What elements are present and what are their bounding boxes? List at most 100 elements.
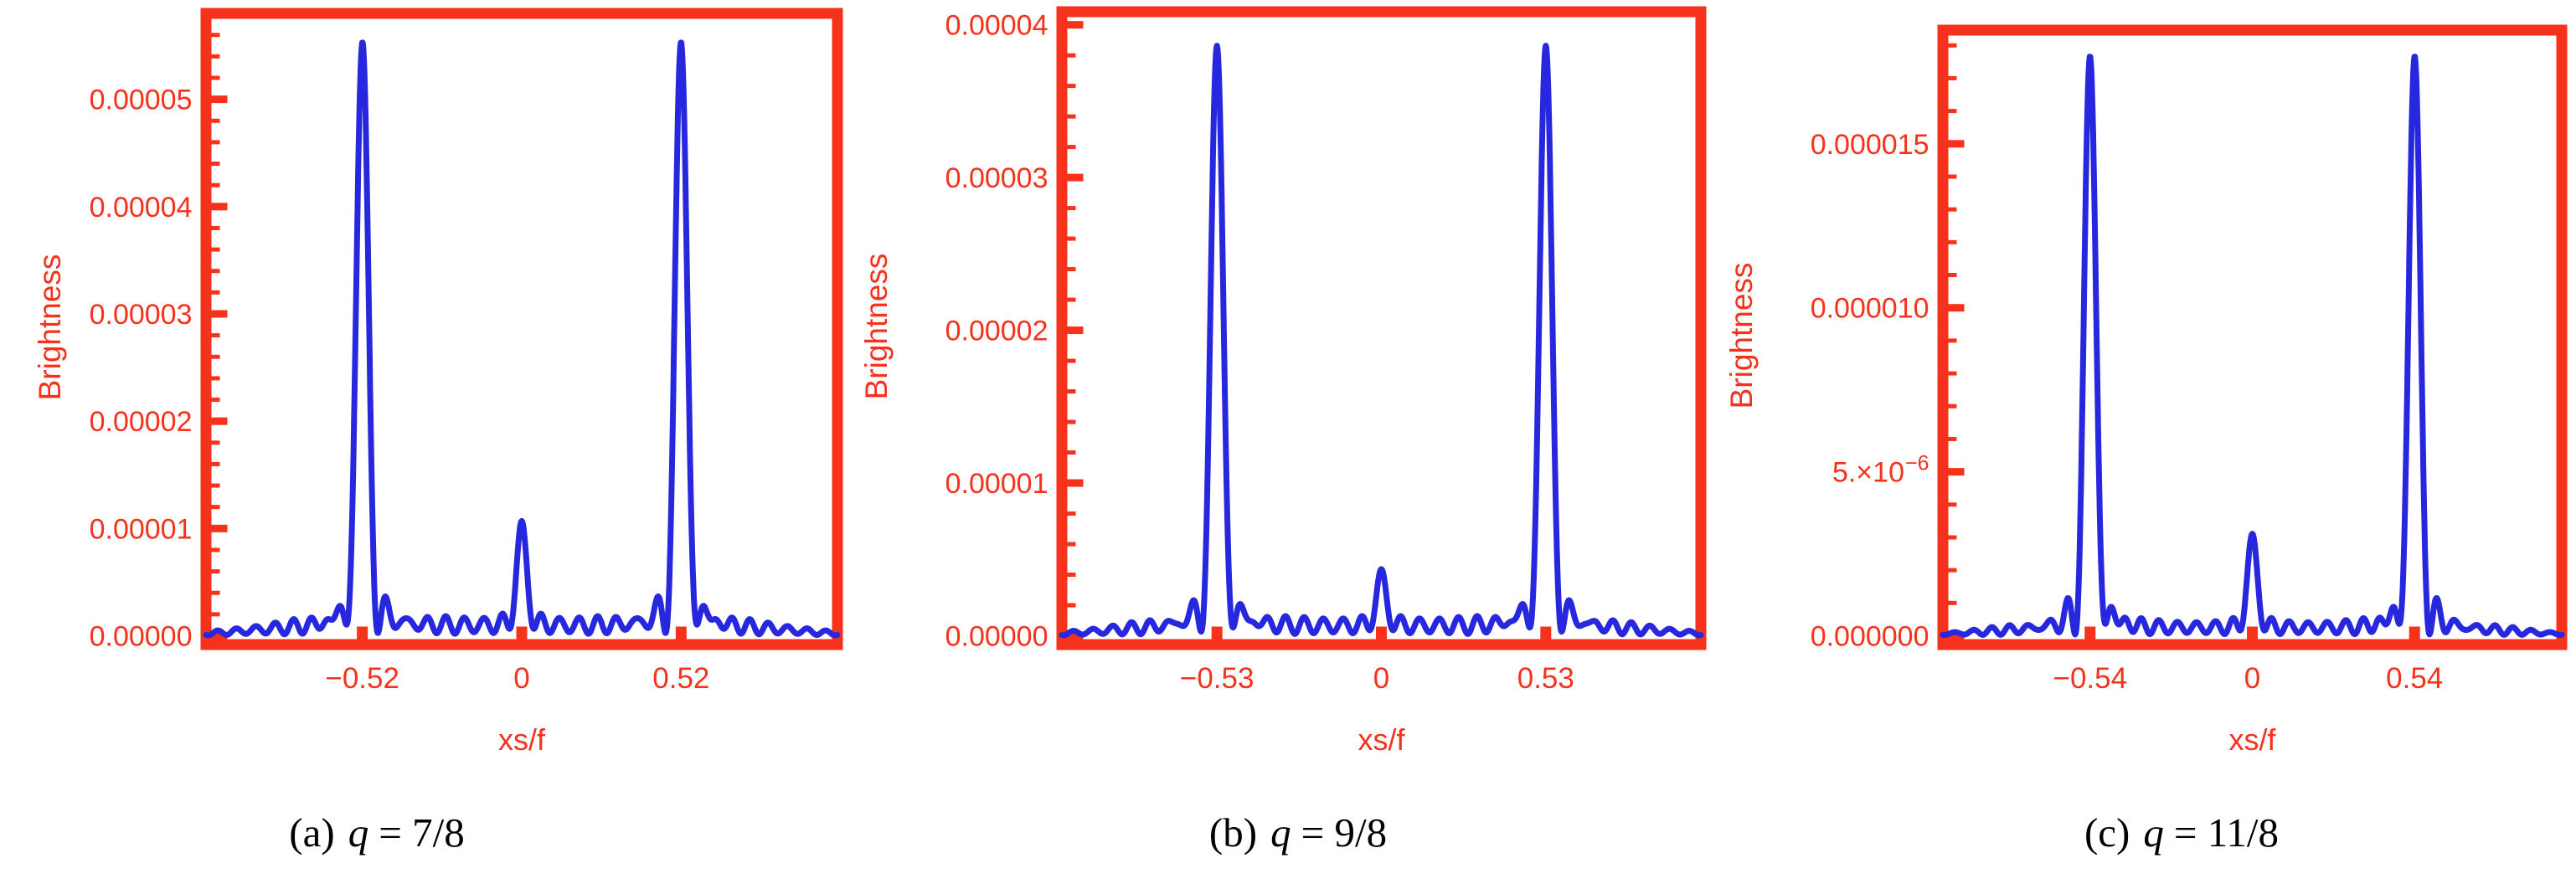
y-major-tick xyxy=(211,524,228,532)
y-tick-label: 0.000000 xyxy=(1811,621,1929,653)
y-minor-tick xyxy=(211,290,220,295)
panel-b: 0.00000 0.00001 0.00002 0.00003 0.00004 −0.53… xyxy=(858,0,1718,889)
panel-c: 0.000000 5.×10−6 0.000010 0.000015 −0.54 0 0.5… xyxy=(1718,0,2576,889)
y-minor-tick xyxy=(1948,535,1957,540)
y-minor-tick xyxy=(1948,600,1957,605)
y-minor-tick xyxy=(1067,267,1076,272)
y-tick-label: 0.00000 xyxy=(90,621,193,653)
y-tick-label: 0.00003 xyxy=(90,299,193,331)
y-minor-tick xyxy=(211,398,220,403)
y-tick-label: 0.00004 xyxy=(90,192,193,224)
y-minor-tick xyxy=(1067,389,1076,394)
y-minor-tick xyxy=(1948,371,1957,376)
y-minor-tick xyxy=(211,75,220,80)
y-minor-tick xyxy=(1948,239,1957,244)
x-axis-label: xs/f xyxy=(1358,722,1405,757)
y-minor-tick xyxy=(211,461,220,466)
y-minor-tick xyxy=(211,483,220,488)
y-minor-tick xyxy=(1067,542,1076,547)
y-major-tick xyxy=(1067,326,1084,335)
y-minor-tick xyxy=(1948,43,1957,48)
y-axis-label: Brightness xyxy=(1724,263,1759,409)
plot-frame xyxy=(1056,6,1707,650)
y-minor-tick xyxy=(211,247,220,252)
y-minor-tick xyxy=(211,569,220,574)
y-minor-tick xyxy=(1067,206,1076,211)
y-tick-label: 0.00003 xyxy=(945,162,1048,194)
y-minor-tick xyxy=(1067,84,1076,89)
y-minor-tick xyxy=(211,547,220,552)
y-tick-label: 0.00001 xyxy=(90,513,193,545)
caption-a-value: = 7/8 xyxy=(379,809,465,856)
x-tick-label: 0 xyxy=(1373,662,1389,695)
y-minor-tick xyxy=(211,162,220,167)
y-axis-label: Brightness xyxy=(859,254,894,400)
y-major-tick xyxy=(211,203,228,211)
y-tick-label: 0.00000 xyxy=(945,621,1048,653)
caption-b: (b) q = 9/8 xyxy=(1209,809,1387,856)
x-tick-label: 0 xyxy=(2244,662,2260,695)
y-minor-tick xyxy=(1948,75,1957,80)
caption-c-value: = 11/8 xyxy=(2173,809,2280,856)
y-major-tick xyxy=(211,95,228,104)
x-tick xyxy=(2409,626,2420,640)
y-minor-tick xyxy=(1948,109,1957,114)
y-minor-tick xyxy=(1067,419,1076,424)
y-tick-label: 0.00002 xyxy=(945,316,1048,347)
y-tick-label: 0.00005 xyxy=(90,85,193,116)
y-minor-tick xyxy=(1067,114,1076,119)
y-tick-label: 0.00004 xyxy=(945,10,1048,42)
x-tick-label: 0.54 xyxy=(2386,662,2443,695)
y-minor-tick xyxy=(1067,573,1076,578)
y-minor-tick xyxy=(1948,502,1957,507)
x-tick xyxy=(1376,626,1387,640)
y-major-tick xyxy=(211,632,228,640)
y-minor-tick xyxy=(1948,338,1957,343)
y-minor-tick xyxy=(1067,450,1076,455)
y-minor-tick xyxy=(211,118,220,123)
y-tick-label: 5.×10−6 xyxy=(1832,452,1929,489)
y-minor-tick xyxy=(211,269,220,274)
caption-a: (a) q = 7/8 xyxy=(289,809,464,856)
y-major-tick xyxy=(1948,468,1965,476)
y-minor-tick xyxy=(211,54,220,59)
y-major-tick xyxy=(1948,140,1965,148)
caption-c-variable: q xyxy=(2143,809,2164,856)
caption-a-variable: q xyxy=(348,809,369,856)
y-minor-tick xyxy=(211,590,220,595)
x-tick xyxy=(2084,626,2096,640)
y-minor-tick xyxy=(1948,207,1957,212)
x-tick xyxy=(2247,626,2258,640)
y-minor-tick xyxy=(1948,273,1957,278)
y-major-tick xyxy=(211,417,228,425)
x-tick-label: −0.54 xyxy=(2053,662,2128,695)
y-minor-tick xyxy=(211,440,220,445)
caption-b-variable: q xyxy=(1270,809,1291,856)
x-tick xyxy=(1211,626,1223,640)
y-major-tick xyxy=(211,310,228,318)
panel-a: 0.00000 0.00001 0.00002 0.00003 0.00004 0.000… xyxy=(0,0,859,889)
y-tick-label: 0.00001 xyxy=(945,468,1048,500)
y-minor-tick xyxy=(211,333,220,338)
y-minor-tick xyxy=(211,33,220,38)
y-minor-tick xyxy=(1948,436,1957,441)
y-minor-tick xyxy=(1067,297,1076,302)
y-minor-tick xyxy=(1067,358,1076,363)
caption-c: (c) q = 11/8 xyxy=(2084,809,2279,856)
brightness-curve xyxy=(1940,54,2565,639)
x-axis-label: xs/f xyxy=(498,722,546,757)
y-tick-label: 0.00002 xyxy=(90,406,193,438)
plot-svg-b: 0.00000 0.00001 0.00002 0.00003 0.00004 −0.53… xyxy=(859,6,1707,757)
y-minor-tick xyxy=(211,225,220,230)
y-minor-tick xyxy=(1948,403,1957,409)
y-minor-tick xyxy=(211,505,220,510)
x-tick xyxy=(1540,626,1552,640)
x-tick xyxy=(675,626,687,640)
y-major-tick xyxy=(1067,21,1084,29)
y-minor-tick xyxy=(1067,53,1076,58)
y-minor-tick xyxy=(211,182,220,188)
plot-svg-a: 0.00000 0.00001 0.00002 0.00003 0.00004 0.000… xyxy=(33,8,843,757)
plot-svg-c: 0.000000 5.×10−6 0.000010 0.000015 −0.54 0 0.5… xyxy=(1724,24,2568,757)
y-minor-tick xyxy=(1067,145,1076,150)
